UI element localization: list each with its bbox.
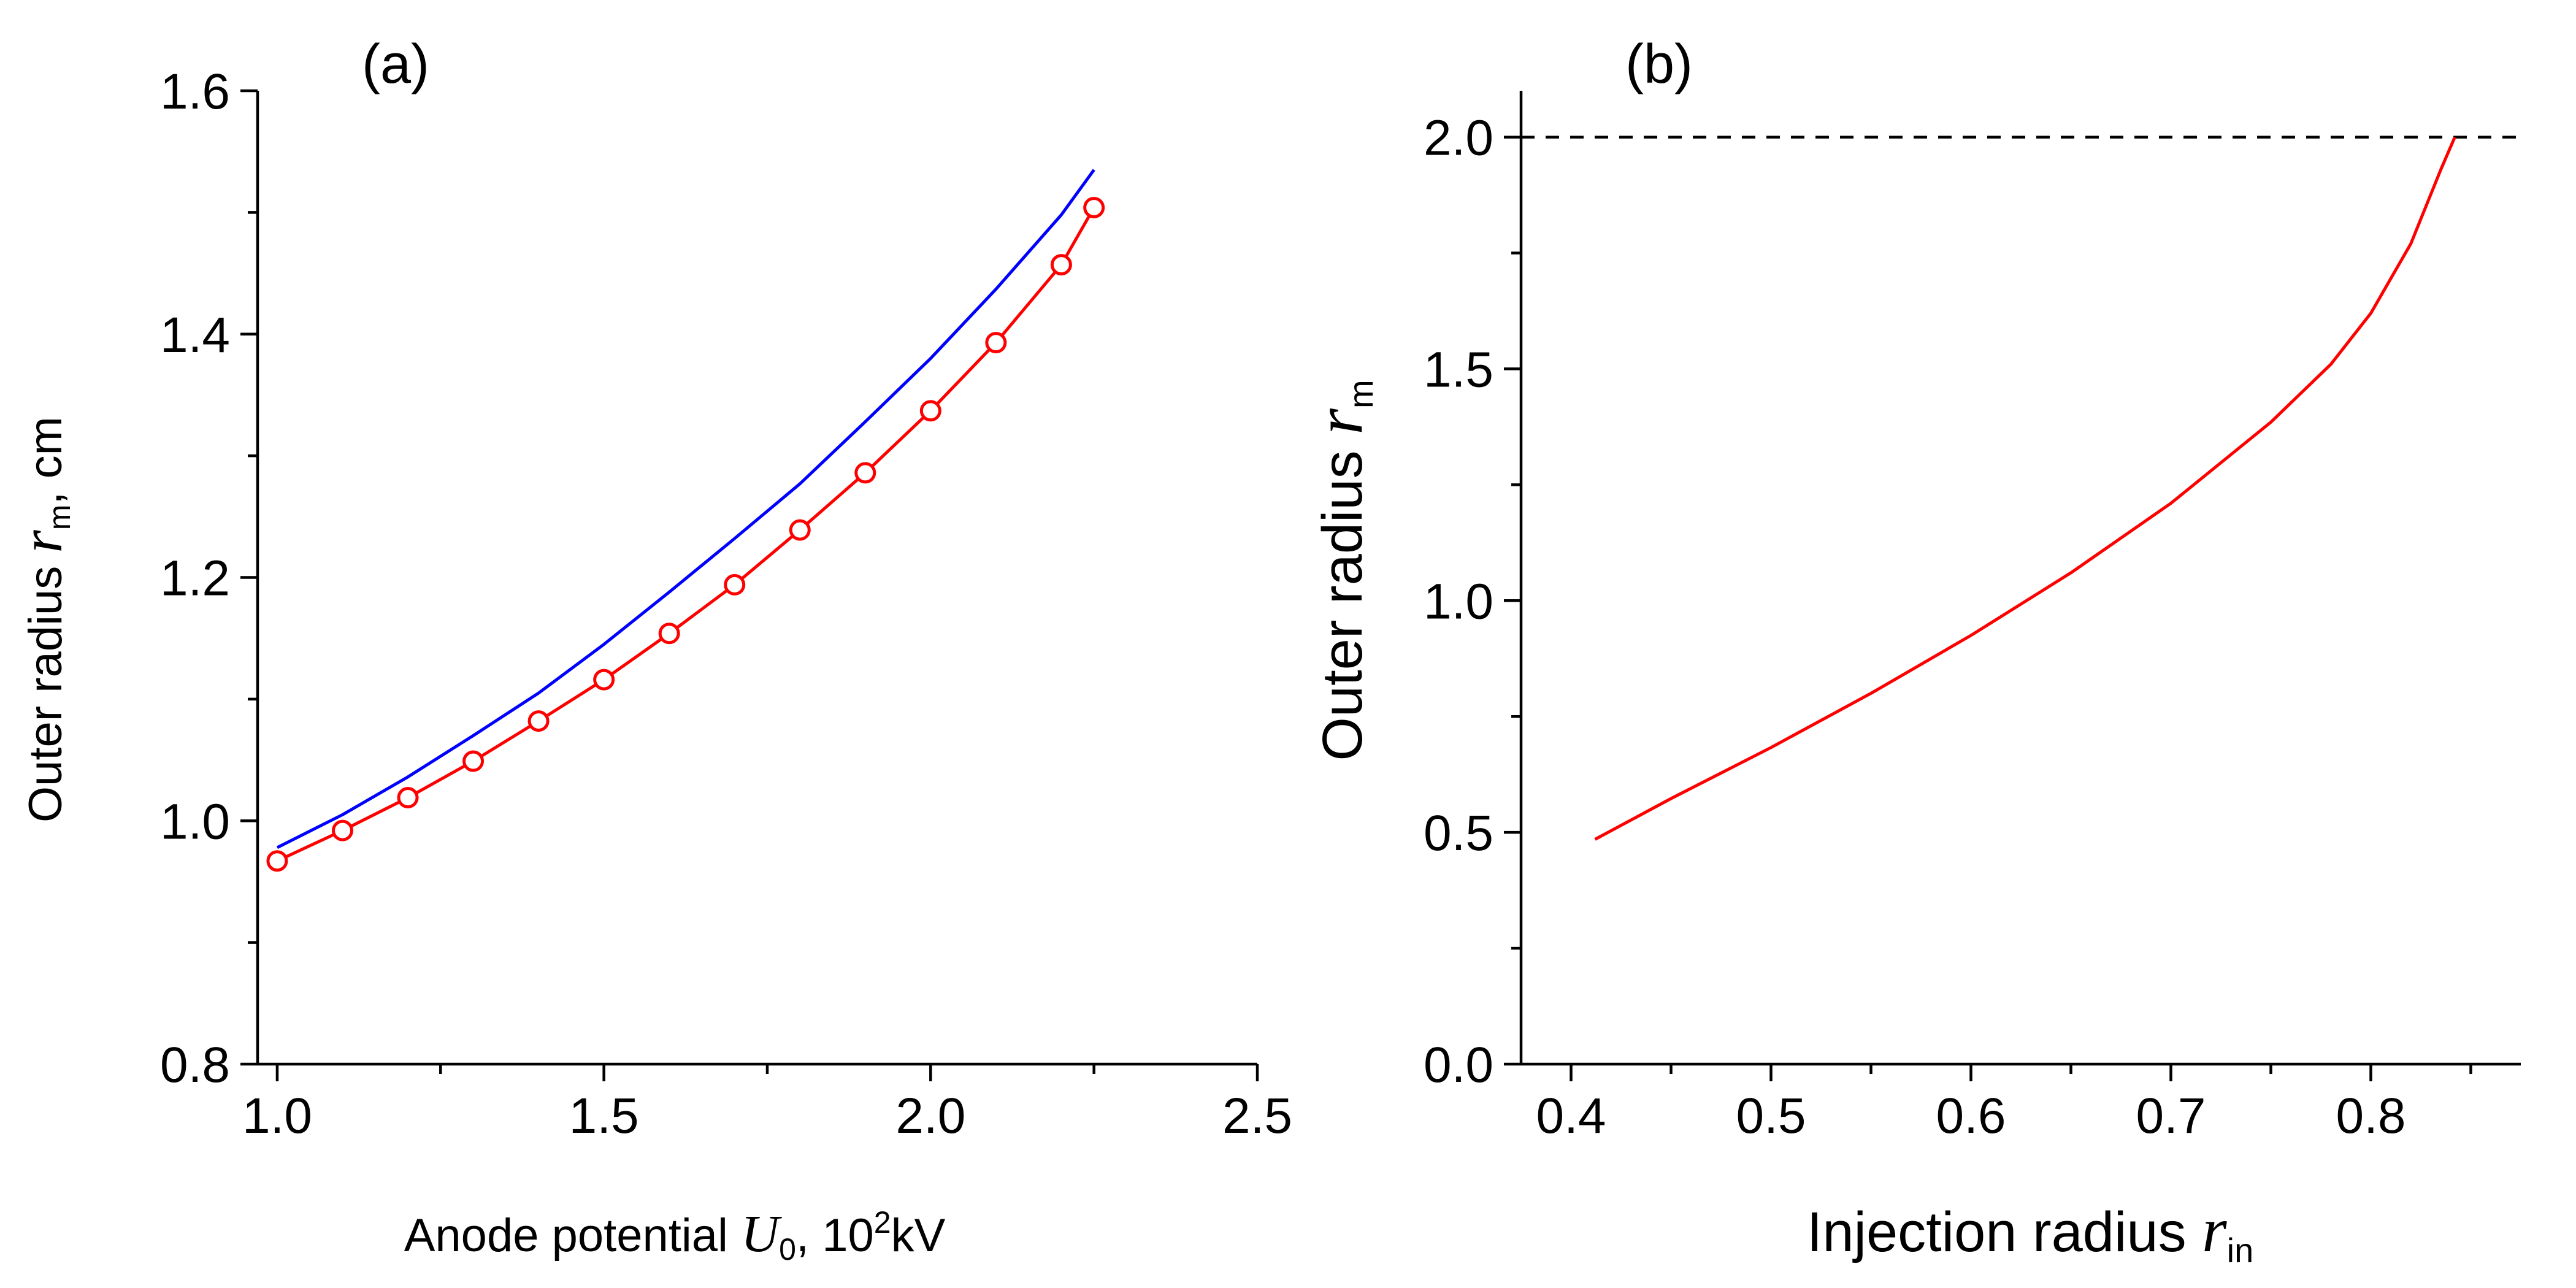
panel-a-red-circles-point [331, 819, 353, 841]
panel-a-red-circles-point [985, 332, 1007, 354]
panel-a-blue-line [276, 169, 1095, 849]
panel-b: 0.4 0.5 0.6 0.7 0.8 0.0 0.5 1.0 1.5 2.0 (b) Injec… [1301, 34, 2521, 1270]
panel-a-red-circles-point [1083, 196, 1105, 218]
panel-a-y-axis-title: Outer radius rm, cm [9, 416, 77, 822]
panel-a-red-circles-point [919, 400, 941, 422]
panel-a-red-circles-point [397, 787, 419, 809]
panel-b-axes: 0.4 0.5 0.6 0.7 0.8 0.0 0.5 1.0 1.5 2.0 [1424, 91, 2521, 1144]
panel-a-red-circles-point [462, 750, 485, 772]
panel-b-label: (b) [1625, 34, 1693, 95]
panel-b-y-tick-label: 1.5 [1424, 342, 1493, 397]
panel-a-axes: 1.0 1.5 2.0 2.50.81.01.21.41.6 [160, 64, 1292, 1144]
panel-a-y-tick-label: 0.8 [160, 1037, 230, 1093]
panel-b-x-tick-label: 0.5 [1736, 1088, 1806, 1144]
panel-b-y-tick-label: 2.0 [1424, 110, 1493, 166]
panel-a-x-tick-label: 1.0 [242, 1088, 312, 1144]
panel-a-red-circles [276, 207, 1095, 862]
panel-b-y-tick-label: 0.5 [1424, 805, 1493, 861]
panel-a-red-circles-point [724, 573, 746, 596]
panel-a-x-tick-label: 2.5 [1222, 1088, 1292, 1144]
panel-a-x-tick-label: 2.0 [895, 1088, 965, 1144]
panel-a-x-tick-label: 1.5 [569, 1088, 639, 1144]
panel-b-y-tick-label: 1.0 [1424, 573, 1493, 629]
panel-a-label: (a) [362, 34, 429, 95]
panel-a-red-circles-point [789, 519, 811, 541]
panel-b-y-tick-label: 0.0 [1424, 1037, 1493, 1093]
panel-a-red-circles-point [658, 623, 680, 645]
panel-a: 1.0 1.5 2.0 2.50.81.01.21.41.6 (a) Anode po… [9, 34, 1292, 1267]
panel-b-x-tick-label: 0.4 [1536, 1088, 1606, 1144]
panel-b-y-axis-title: Outer radius rm [1301, 380, 1380, 761]
panel-a-red-circles-point [266, 850, 288, 872]
panel-a-series [266, 169, 1105, 872]
panel-a-y-tick-label: 1.0 [160, 794, 230, 849]
panel-b-x-axis-title: Injection radius rin [1807, 1195, 2253, 1270]
panel-b-x-tick-label: 0.8 [2336, 1088, 2406, 1144]
panel-a-y-tick-label: 1.4 [160, 307, 230, 363]
panel-b-series [1521, 136, 2521, 841]
panel-a-red-circles-point [854, 462, 876, 484]
panel-a-y-tick-label: 1.2 [160, 551, 230, 607]
panel-b-red-curve [1594, 136, 2456, 841]
panel-a-red-circles-point [527, 710, 550, 732]
panel-a-x-axis-title: Anode potential U0, 102kV [404, 1204, 946, 1267]
panel-b-x-tick-label: 0.7 [2136, 1088, 2206, 1144]
panel-b-x-tick-label: 0.6 [1936, 1088, 2006, 1144]
panel-a-red-circles-point [1050, 254, 1072, 276]
panel-a-red-circles-point [593, 669, 615, 691]
panel-a-y-tick-label: 1.6 [160, 64, 230, 120]
